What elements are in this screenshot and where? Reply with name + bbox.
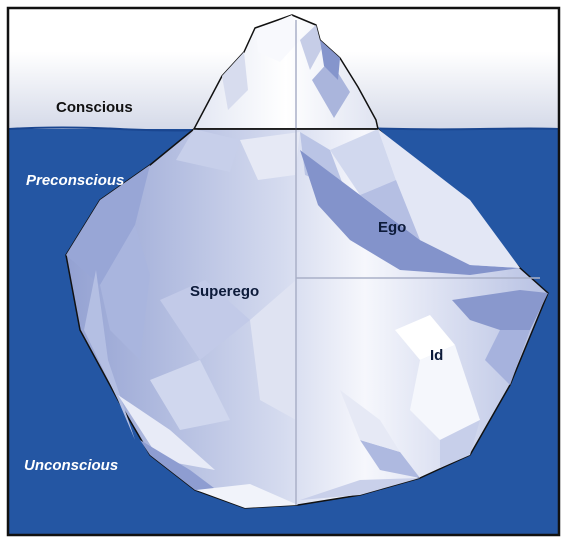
iceberg-tip [193, 14, 379, 130]
label-conscious: Conscious [56, 99, 133, 116]
label-id: Id [430, 347, 443, 364]
label-superego: Superego [190, 283, 259, 300]
label-ego: Ego [378, 219, 406, 236]
diagram-frame [6, 6, 561, 537]
label-unconscious: Unconscious [24, 457, 118, 474]
iceberg-body [65, 128, 549, 509]
label-preconscious: Preconscious [26, 172, 124, 189]
